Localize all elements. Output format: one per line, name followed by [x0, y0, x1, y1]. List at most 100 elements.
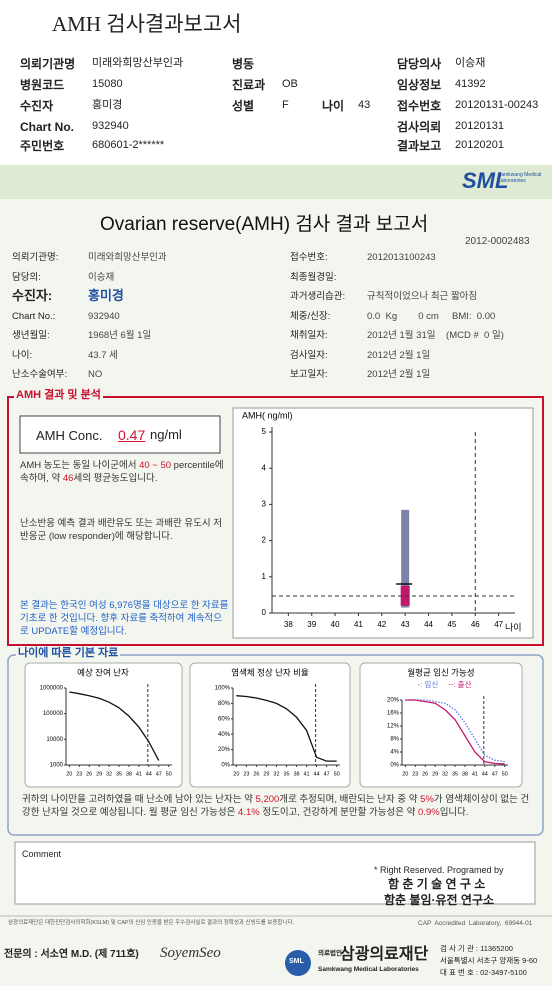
x-tick-label: 29 [432, 771, 438, 777]
info-label: 보고일자: [290, 369, 328, 380]
info-label: 수진자: [12, 288, 53, 303]
amh-box [19, 415, 221, 454]
field-label: 주민번호 [20, 139, 65, 153]
y-tick-label: 60% [218, 716, 231, 722]
x-tick-label: 40 [331, 620, 340, 629]
field-value: 홍미경 [92, 99, 123, 111]
text-run: 4.1% [238, 806, 260, 818]
chart-title: 염색체 정상 난자 비율 [231, 667, 309, 677]
y-tick-label: 8% [390, 737, 399, 743]
info-label: 나이: [12, 349, 33, 361]
text-run: percentile에 속하며, 약 [20, 460, 224, 484]
logo-sub: Samkwang Medical Laboratories [498, 172, 542, 184]
x-tick-label: 42 [377, 620, 386, 629]
text-run: 가 염색체이상이 없는 건강한 난자일 것으로 예상됩니다. 월 평균 임신 가… [22, 794, 530, 818]
interpretation: AMH 농도는 동일 나이군에서 40 ~ 50 percentile에 속하며… [20, 460, 225, 486]
legend-entry: --: 출산 [449, 679, 472, 689]
section-title: AMH 결과 및 분석 [14, 389, 103, 403]
foundation-tag: 의료법인 [318, 950, 342, 957]
info-value: NO [88, 369, 103, 380]
field-label: 임상정보 [397, 78, 442, 92]
text-run: 46 [62, 472, 74, 484]
text-run: 귀하의 나이만을 고려하였을 때 난소에 남아 있는 난자는 약 [22, 794, 256, 805]
x-tick-label: 23 [76, 771, 82, 777]
field-value: 미래와희망산부인과 [92, 57, 184, 69]
x-tick-label: 38 [293, 771, 299, 777]
x-tick-label: 50 [334, 771, 340, 777]
contact: 서울특별시 서초구 양재동 9-60 [440, 956, 538, 965]
x-tick-label: 39 [307, 620, 316, 629]
axis-title: AMH( ng/ml) [242, 410, 293, 420]
x-tick-label: 41 [354, 620, 363, 629]
y-tick-label: 4% [390, 750, 399, 756]
panel [24, 662, 183, 788]
rights: * Right Reserved. Programed by [374, 865, 504, 875]
y-tick-label: 5 [262, 427, 267, 436]
field-value: 20120201 [455, 139, 504, 151]
x-tick-label: 43 [401, 620, 410, 629]
info-value: 2012013100243 [367, 252, 436, 263]
analysis-box [7, 396, 544, 646]
x-tick-label: 35 [452, 771, 458, 777]
y-tick-label: 1000000 [40, 686, 64, 692]
text-run: 입니다. [439, 806, 469, 818]
x-tick-label: 44 [424, 620, 433, 629]
y-tick-label: 1000 [50, 763, 64, 769]
foundation-en: Samkwang Medical Laboratories [318, 966, 419, 973]
info-value: 1968년 6월 1일 [88, 330, 152, 341]
y-tick-label: 40% [218, 732, 231, 738]
text-run: 40 ~ 50 [139, 460, 172, 471]
y-tick-label: 16% [387, 711, 400, 717]
x-tick-label: 32 [442, 771, 448, 777]
report-title: Ovarian reserve(AMH) 검사 결과 보고서 [100, 214, 429, 235]
comment-label: Comment [22, 849, 62, 859]
field-label: 병동 [232, 57, 255, 71]
field-value: 20120131-00243 [455, 99, 539, 111]
lab-name: 함 춘 기 술 연 구 소 [388, 877, 486, 891]
range-bar [401, 509, 410, 608]
y-tick-label: 100000 [43, 711, 64, 717]
lab-name: 함춘 불임·유전 연구소 [384, 893, 495, 907]
info-value: 932940 [88, 310, 120, 322]
contact: 대 표 번 호 : 02-3497-5100 [440, 968, 527, 977]
info-label: 검사일자: [290, 349, 328, 361]
x-tick-label: 46 [471, 620, 480, 629]
info-value: 43.7 세 [88, 349, 118, 361]
x-tick-label: 44 [314, 771, 320, 777]
text-run: 5% [420, 794, 434, 805]
y-tick-label: 12% [387, 724, 400, 730]
y-tick-label: 2 [262, 536, 267, 545]
legend-entry: -: 임신 [418, 680, 439, 689]
text-run: AMH 농도는 동일 나이군에서 [20, 460, 140, 471]
series-line [69, 691, 160, 761]
x-tick-label: 29 [96, 771, 102, 777]
text-run: 세의 평균농도입니다. [73, 472, 158, 484]
x-tick-label: 41 [136, 771, 142, 777]
text-run: 5,200 [255, 794, 280, 805]
logo-small: SML [289, 958, 304, 965]
amh-label: AMH Conc. [36, 428, 103, 443]
chart-title: 예상 잔여 난자 [77, 667, 129, 677]
amh-chart-frame [232, 407, 534, 639]
field-label: 의뢰기관명 [20, 57, 76, 71]
note: 본 결과는 한국인 여성 6,976명을 대상으로 한 자료를 기초로 한 것입… [20, 600, 229, 637]
field-value: 43 [358, 99, 371, 111]
x-tick-label: 47 [492, 771, 498, 777]
y-tick-label: 4 [262, 463, 267, 472]
panel [189, 662, 351, 788]
y-tick-label: 20% [218, 747, 231, 753]
x-tick-label: 47 [324, 771, 330, 777]
x-tick-label: 38 [126, 771, 132, 777]
info-label: 접수번호: [290, 252, 328, 263]
x-tick-label: 20 [233, 771, 239, 777]
field-label: 검사의뢰 [397, 120, 442, 134]
text-run: 0.9% [418, 806, 440, 818]
info-label: 과거생리습관: [290, 291, 346, 302]
field-label: 진료과 [232, 78, 266, 92]
basic-box [7, 654, 544, 836]
info-label: 채취일자: [290, 330, 328, 341]
header-title: AMH 검사결과보고서 [52, 12, 242, 36]
info-label: 최종월경일: [290, 271, 337, 283]
